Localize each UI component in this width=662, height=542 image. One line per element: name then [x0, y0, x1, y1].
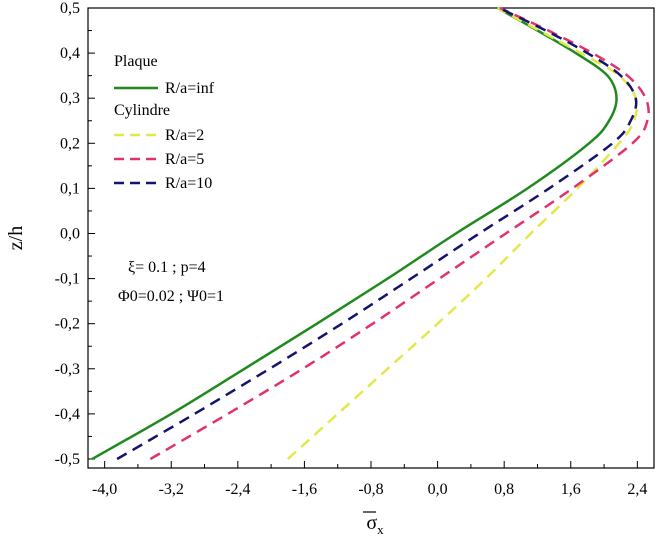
legend-group1-title: Plaque — [114, 53, 158, 70]
legend-label-r-a-10: R/a=10 — [165, 175, 212, 192]
y-tick-label: 0,1 — [60, 180, 80, 197]
x-tick-label: -2,4 — [225, 481, 250, 498]
y-axis-title: z/h — [5, 226, 27, 250]
y-tick-label: 0,0 — [60, 225, 80, 242]
legend: Plaque R/a=inf Cylindre R/a=2 R/a=5 R/a=… — [114, 53, 215, 192]
x-axis: -4,0 -3,2 -2,4 -1,6 -0,8 0,0 0,8 1,6 2,4 — [92, 461, 647, 498]
x-tick-label: -0,8 — [358, 481, 383, 498]
legend-label-r-a-5: R/a=5 — [165, 151, 204, 168]
legend-label-r-a-2: R/a=2 — [165, 127, 204, 144]
series-line-r-a-5 — [149, 6, 650, 461]
x-tick-label: 0,0 — [428, 481, 448, 498]
x-tick-label: 0,8 — [494, 481, 514, 498]
x-axis-title-subscript: x — [377, 522, 384, 537]
x-tick-label: 2,4 — [627, 481, 647, 498]
series-line-r-a-10 — [116, 6, 638, 461]
x-axis-title: σx — [366, 512, 384, 537]
x-tick-label: -3,2 — [159, 481, 184, 498]
y-axis: -0,5 -0,4 -0,3 -0,2 -0,1 0,0 0,1 0,2 0,3 0,4 0,5 — [55, 0, 95, 468]
legend-group2-title: Cylindre — [114, 102, 170, 119]
y-tick-label: 0,5 — [60, 0, 80, 17]
y-tick-label: 0,4 — [60, 45, 80, 62]
legend-label-r-a-inf: R/a=inf — [165, 80, 215, 97]
series-line-r-a-inf — [91, 6, 618, 461]
annotation-line2: Φ0=0.02 ; Ψ0=1 — [118, 288, 224, 305]
x-tick-label: 1,6 — [561, 481, 581, 498]
series-line-r-a-2 — [286, 6, 639, 460]
y-tick-label: 0,3 — [60, 90, 80, 107]
y-tick-label: -0,5 — [55, 451, 80, 468]
y-tick-label: -0,4 — [55, 406, 80, 423]
y-tick-label: -0,3 — [55, 361, 80, 378]
x-tick-label: -4,0 — [92, 481, 117, 498]
series-layer — [91, 6, 650, 461]
y-tick-label: -0,1 — [55, 271, 80, 288]
y-tick-label: -0,2 — [55, 316, 80, 333]
annotation-line1: ξ= 0.1 ; p=4 — [128, 259, 206, 276]
x-tick-label: -1,6 — [292, 481, 317, 498]
plot-frame — [87, 7, 655, 469]
x-axis-title-symbol: σ — [366, 512, 377, 534]
y-tick-label: 0,2 — [60, 135, 80, 152]
annotation: ξ= 0.1 ; p=4 Φ0=0.02 ; Ψ0=1 — [118, 259, 224, 305]
